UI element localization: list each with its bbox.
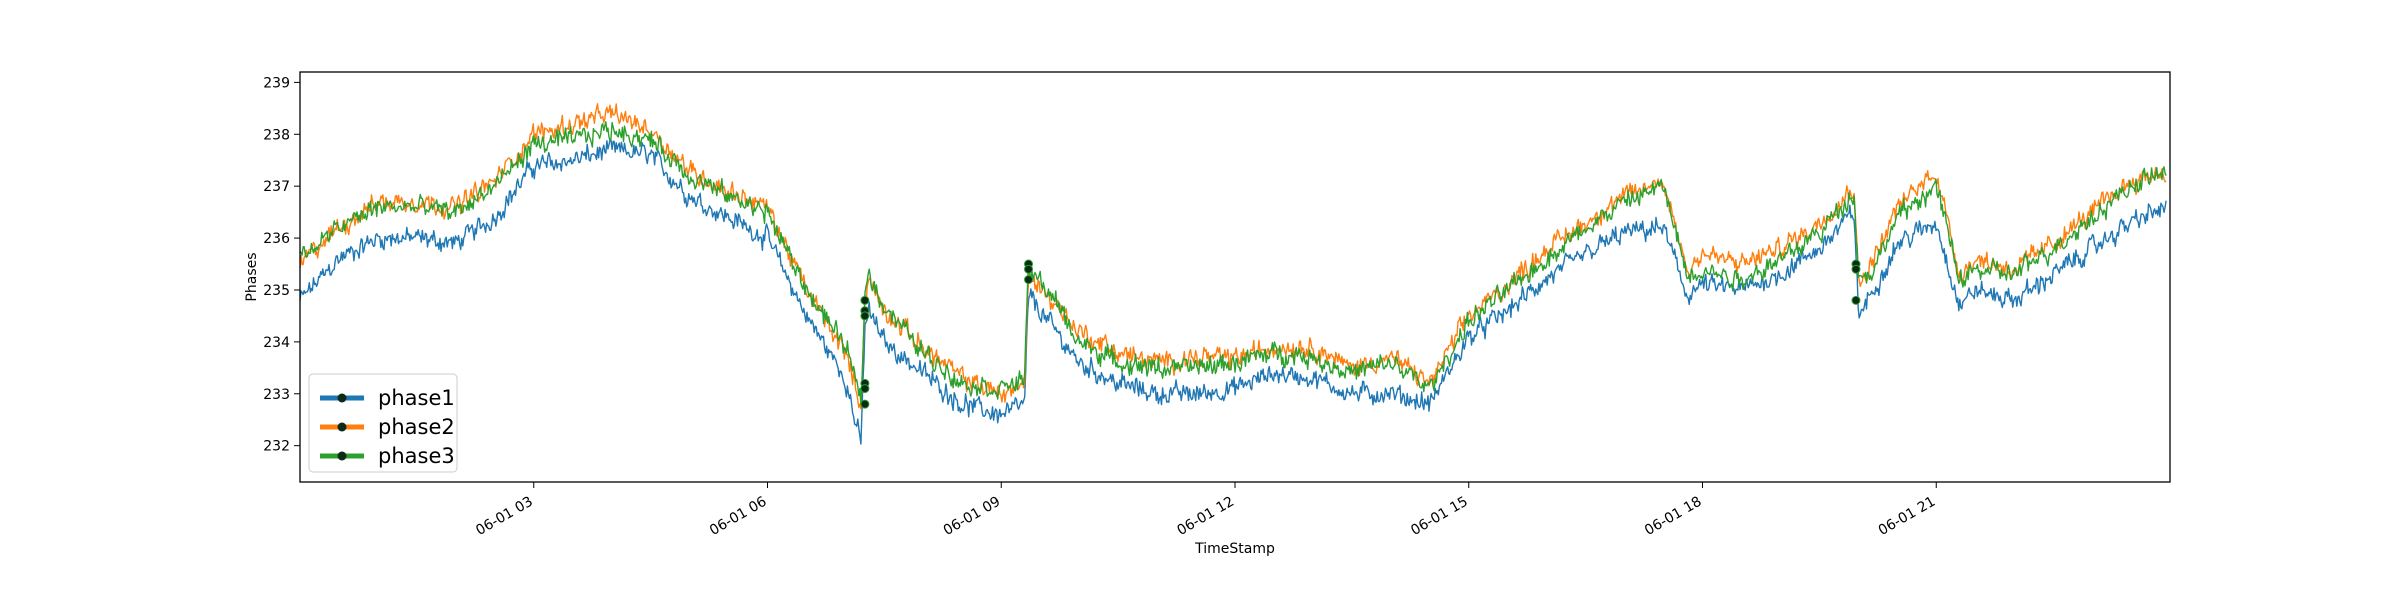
data-marker — [860, 399, 870, 409]
x-axis: 06-01 03 06-01 06 06-01 09 06-01 12 06-01 15… — [473, 482, 1938, 539]
y-tick-label: 232 — [263, 439, 290, 455]
series-layer — [299, 103, 2167, 445]
legend-label-phase1: phase1 — [378, 386, 455, 410]
data-marker — [1851, 295, 1861, 305]
series-line-phase2 — [299, 103, 2167, 410]
data-marker — [1024, 275, 1034, 285]
x-tick-label: 06-01 06 — [707, 494, 770, 539]
x-tick-label: 06-01 21 — [1876, 494, 1939, 539]
y-tick-label: 235 — [263, 283, 290, 299]
legend-marker-phase1 — [337, 393, 347, 403]
x-tick-label: 06-01 09 — [941, 494, 1004, 539]
data-marker — [1024, 264, 1034, 274]
series-line-phase1 — [299, 139, 2167, 445]
y-tick-label: 238 — [263, 127, 290, 143]
legend-label-phase3: phase3 — [378, 444, 455, 468]
y-axis: 232 233 234 235 236 237 238 239 — [263, 75, 300, 455]
legend-label-phase2: phase2 — [378, 415, 455, 439]
x-tick-label: 06-01 12 — [1174, 494, 1237, 539]
data-marker — [860, 384, 870, 394]
x-tick-label: 06-01 15 — [1408, 494, 1471, 539]
y-tick-label: 233 — [263, 387, 290, 403]
data-marker — [860, 295, 870, 305]
y-axis-title: Phases — [244, 252, 260, 301]
y-tick-label: 236 — [263, 231, 290, 247]
legend-marker-phase2 — [337, 422, 347, 432]
x-tick-label: 06-01 03 — [473, 494, 536, 539]
x-tick-label: 06-01 18 — [1642, 494, 1705, 539]
data-marker — [1851, 264, 1861, 274]
legend: phase1 phase2 phase3 — [308, 373, 458, 473]
legend-marker-phase3 — [337, 451, 347, 461]
y-tick-label: 239 — [263, 75, 290, 91]
x-axis-title: TimeStamp — [1194, 541, 1275, 557]
y-tick-label: 234 — [263, 335, 290, 351]
marker-layer — [860, 259, 1861, 409]
y-tick-label: 237 — [263, 179, 290, 195]
series-line-phase3 — [299, 121, 2167, 405]
data-marker — [860, 311, 870, 321]
